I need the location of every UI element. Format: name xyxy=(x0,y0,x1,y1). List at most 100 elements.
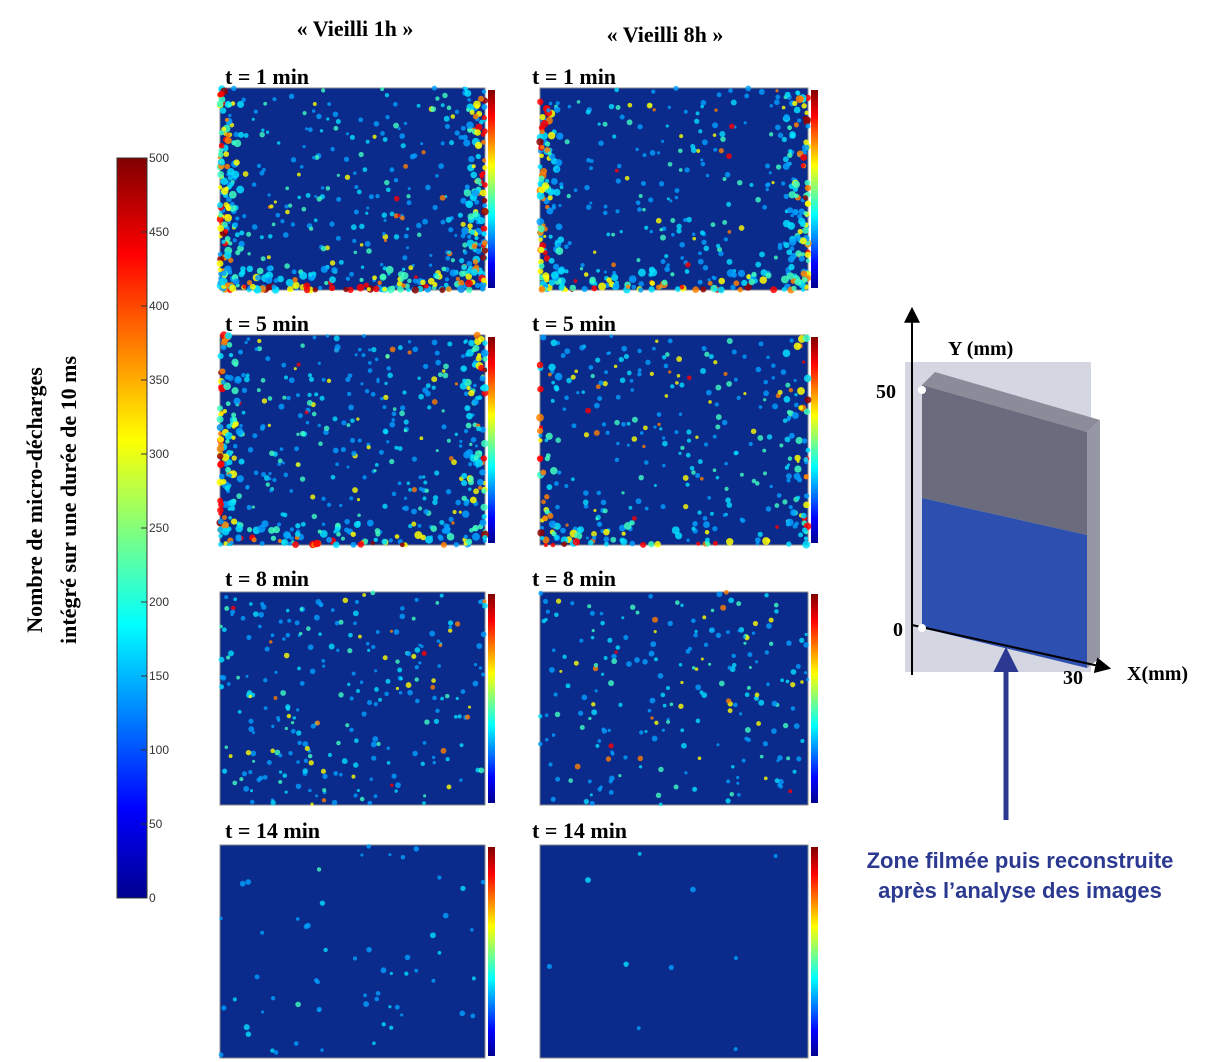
spot xyxy=(449,140,455,146)
spot xyxy=(417,376,421,380)
edge-spot xyxy=(801,103,807,109)
spot xyxy=(286,713,292,719)
spot xyxy=(333,347,340,353)
spot xyxy=(382,137,388,142)
spot xyxy=(254,974,260,980)
spot xyxy=(360,382,364,386)
edge-spot xyxy=(557,470,562,475)
tick-label: 400 xyxy=(149,299,169,313)
spot xyxy=(702,516,708,521)
edge-spot xyxy=(231,435,236,440)
edge-spot xyxy=(224,332,233,340)
spot xyxy=(608,743,614,749)
spot xyxy=(305,420,310,425)
spot xyxy=(480,631,487,638)
spot xyxy=(430,684,436,690)
spot xyxy=(759,754,764,759)
edge-spot xyxy=(219,107,227,114)
spot xyxy=(321,88,326,93)
column-title: « Vieilli 8h » xyxy=(607,22,724,47)
spot xyxy=(243,785,250,792)
edge-spot xyxy=(464,405,471,412)
edge-spot xyxy=(466,538,473,545)
spot xyxy=(276,522,282,527)
spot xyxy=(619,377,626,384)
spot xyxy=(438,163,444,169)
spot xyxy=(460,233,466,239)
spot xyxy=(232,780,238,786)
edge-spot xyxy=(592,535,597,540)
edge-spot xyxy=(374,528,381,534)
spot xyxy=(350,418,355,423)
tick-label: 450 xyxy=(149,225,169,239)
spot xyxy=(403,233,409,239)
spot xyxy=(241,410,246,415)
spot xyxy=(667,161,673,167)
spot xyxy=(256,388,261,393)
spot xyxy=(266,759,272,766)
edge-spot xyxy=(236,185,245,194)
spot xyxy=(795,664,801,669)
spot xyxy=(444,693,450,699)
edge-spot xyxy=(471,398,479,406)
spot xyxy=(686,375,692,381)
edge-spot xyxy=(468,476,474,482)
spot xyxy=(416,232,422,238)
edge-spot xyxy=(287,285,294,293)
spot xyxy=(731,349,737,355)
spot xyxy=(418,393,424,400)
spot xyxy=(621,421,626,427)
spot xyxy=(742,635,747,639)
mini-colorbar xyxy=(488,90,495,288)
edge-spot xyxy=(218,441,224,448)
spot xyxy=(320,186,325,190)
spot xyxy=(454,382,459,386)
edge-spot xyxy=(537,98,544,106)
edge-spot xyxy=(804,184,812,192)
mini-colorbar xyxy=(811,90,818,288)
spot xyxy=(372,1041,376,1046)
edge-spot xyxy=(217,352,224,360)
spot xyxy=(710,608,715,613)
spot xyxy=(400,143,406,149)
spot xyxy=(652,108,656,112)
side-face xyxy=(1087,420,1100,668)
edge-spot xyxy=(741,279,748,287)
edge-spot xyxy=(343,286,349,293)
spot xyxy=(295,917,300,921)
spot xyxy=(684,771,688,775)
spot xyxy=(226,655,231,660)
column-title: « Vieilli 1h » xyxy=(297,16,414,41)
spot xyxy=(649,371,654,376)
spot xyxy=(626,661,632,667)
edge-spot xyxy=(474,129,481,136)
spot xyxy=(544,713,549,718)
spot xyxy=(428,263,433,267)
edge-spot xyxy=(480,207,489,216)
spot xyxy=(643,460,649,465)
spot xyxy=(678,662,683,667)
spot xyxy=(750,428,757,435)
spot xyxy=(615,394,621,400)
spot xyxy=(644,506,649,511)
spot xyxy=(394,789,398,793)
spot xyxy=(723,589,729,595)
spot xyxy=(411,456,418,462)
spot xyxy=(293,1041,299,1046)
spot xyxy=(671,232,675,237)
spot xyxy=(702,615,707,620)
spot xyxy=(570,374,576,380)
spot xyxy=(234,232,240,238)
edge-spot xyxy=(468,389,475,397)
spot xyxy=(332,416,338,422)
edge-spot xyxy=(445,286,452,292)
spot xyxy=(343,156,350,162)
spot xyxy=(626,421,631,426)
edge-spot xyxy=(572,538,581,546)
edge-spot xyxy=(224,163,230,170)
edge-spot xyxy=(366,519,374,527)
edge-spot xyxy=(704,530,710,535)
edge-spot xyxy=(221,527,230,536)
spot xyxy=(385,114,390,120)
edge-spot xyxy=(474,141,483,150)
